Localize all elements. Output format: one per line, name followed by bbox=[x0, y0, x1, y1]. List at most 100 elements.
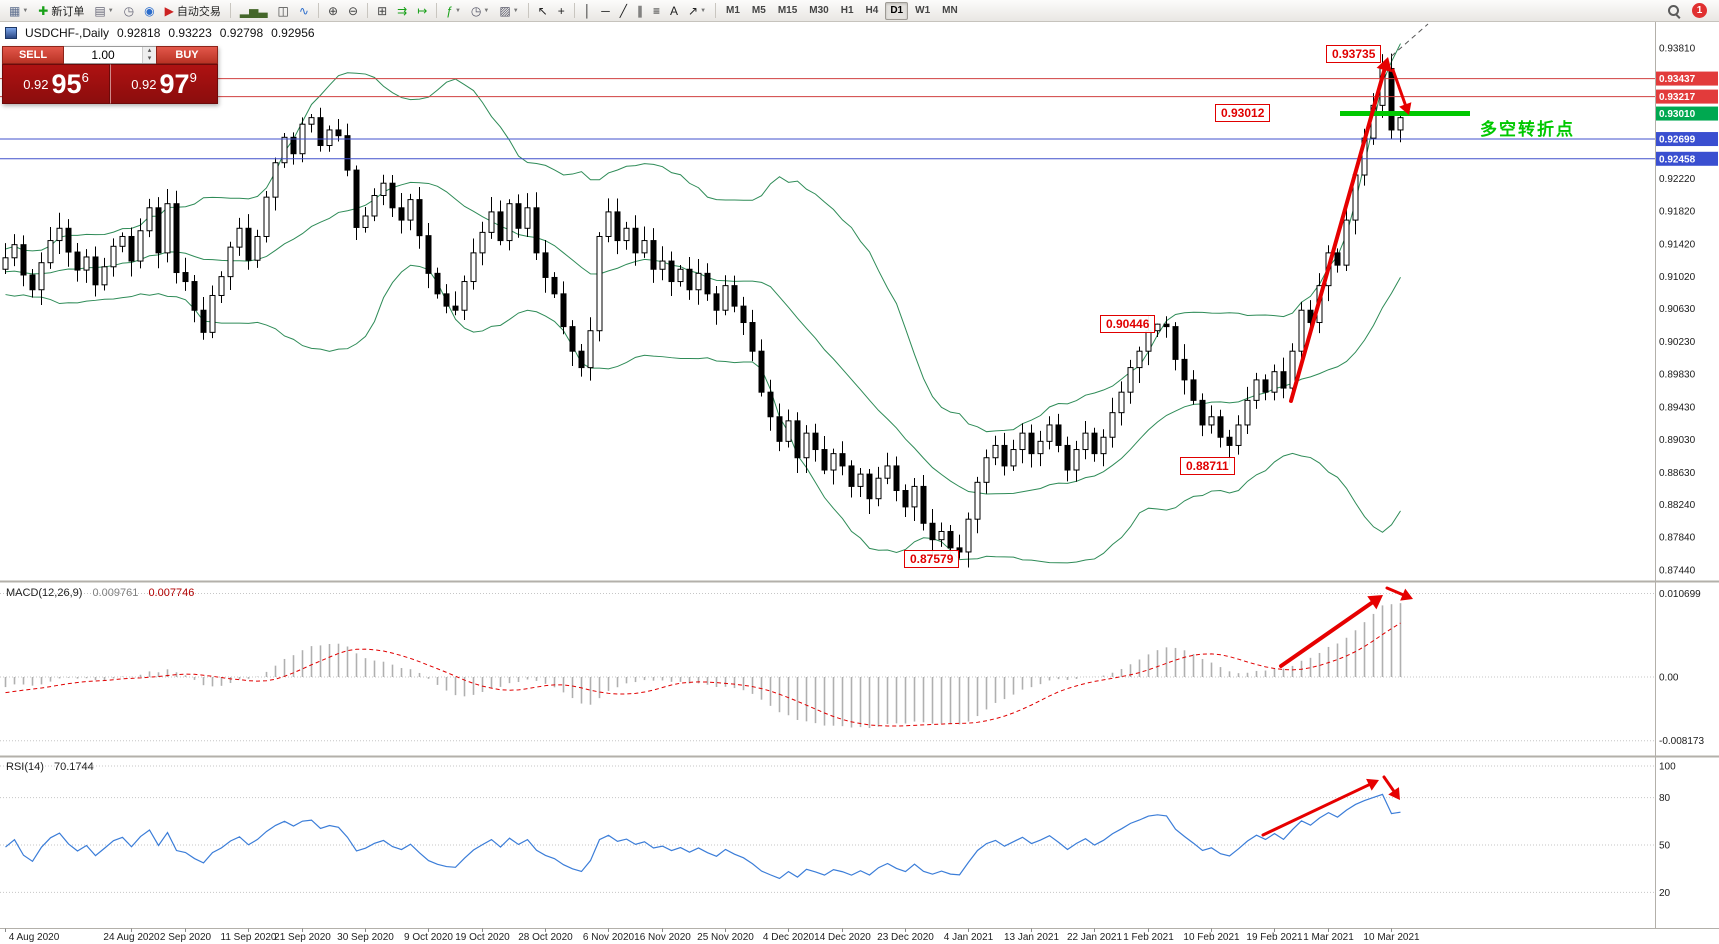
candle bbox=[515, 203, 522, 229]
price-annotation[interactable]: 0.88711 bbox=[1180, 456, 1235, 475]
lot-size-input[interactable] bbox=[64, 47, 142, 63]
chart-canvas[interactable]: 0.93810 0.92220 0.91820 0.91420 0.91020 0.906… bbox=[0, 22, 1719, 944]
date-axis-label: 11 Sep 2020 bbox=[221, 932, 277, 943]
crosshair-icon[interactable]: + bbox=[557, 3, 565, 18]
lot-spinner: ▴ ▾ bbox=[142, 47, 156, 63]
timeframe-m1[interactable]: M1 bbox=[726, 5, 740, 16]
price-annotation[interactable]: 0.90446 bbox=[1100, 314, 1156, 333]
timeframe-h1[interactable]: H1 bbox=[840, 5, 854, 16]
arrows-icon[interactable]: ↗ ▼ bbox=[688, 3, 707, 18]
candle bbox=[704, 272, 711, 295]
macd-name: MACD(12,26,9) bbox=[6, 587, 83, 599]
new-order-button[interactable]: ✚ 新订单 bbox=[38, 3, 85, 18]
candle bbox=[56, 227, 63, 242]
sell-price-display[interactable]: 0.92 95 6 bbox=[2, 64, 110, 104]
price-axis-label: 0.91820 bbox=[1659, 207, 1696, 218]
timeframe-w1[interactable]: W1 bbox=[915, 5, 931, 16]
horizontal-line-icon[interactable]: ─ bbox=[601, 3, 610, 18]
indicators-icon[interactable]: ƒ ▼ bbox=[446, 3, 461, 18]
candle bbox=[1154, 323, 1161, 332]
candle bbox=[767, 391, 774, 418]
fibonacci-icon[interactable]: ≡ bbox=[652, 3, 660, 18]
rsi-down-arrow[interactable] bbox=[1382, 775, 1400, 800]
candle bbox=[839, 453, 846, 467]
timeframe-m15[interactable]: M15 bbox=[777, 5, 798, 16]
chart-shift-icon[interactable]: ↦ bbox=[417, 3, 428, 18]
candle bbox=[1244, 399, 1251, 426]
candle bbox=[272, 162, 279, 198]
candle bbox=[686, 268, 693, 291]
rsi-axis-label: 80 bbox=[1659, 793, 1671, 804]
chart-profiles-icon[interactable]: ▤ ▼ bbox=[94, 3, 114, 18]
turning-point-label[interactable]: 多空转折点 bbox=[1480, 120, 1575, 139]
date-axis-label: 30 Sep 2020 bbox=[337, 932, 394, 943]
auto-trading-button[interactable]: ▶ 自动交易 bbox=[164, 3, 221, 18]
text-icon[interactable]: A bbox=[669, 3, 678, 18]
price-axis-label: 0.87440 bbox=[1659, 566, 1696, 577]
candle bbox=[722, 285, 729, 311]
price-badge-label: 0.93010 bbox=[1659, 109, 1696, 120]
buy-button[interactable]: BUY bbox=[156, 46, 218, 64]
date-axis-label: 21 Sep 2020 bbox=[274, 932, 331, 943]
toolbar-separator bbox=[715, 3, 717, 18]
macd-arrow[interactable] bbox=[1279, 595, 1383, 668]
candle bbox=[164, 203, 171, 254]
candle bbox=[668, 260, 675, 283]
search-icon[interactable] bbox=[1668, 4, 1680, 17]
line-chart-icon[interactable]: ∿ bbox=[298, 3, 309, 18]
sell-price-base: 0.92 bbox=[23, 76, 49, 92]
charts-menu-icon[interactable]: ▦ ▼ bbox=[9, 3, 29, 18]
candle bbox=[1136, 350, 1143, 369]
date-axis-label: 24 Aug 2020 bbox=[103, 932, 160, 943]
lot-increase-button[interactable]: ▴ bbox=[143, 47, 156, 55]
timeframe-d1[interactable]: D1 bbox=[885, 1, 909, 20]
candle bbox=[1262, 379, 1269, 393]
zoom-in-icon[interactable]: ⊕ bbox=[327, 3, 339, 18]
rsi-series bbox=[5, 793, 1401, 880]
periods-icon[interactable]: ◷ ▼ bbox=[470, 3, 490, 18]
cursor-icon[interactable]: ↖ bbox=[537, 3, 548, 18]
price-annotation[interactable]: 0.87579 bbox=[904, 549, 960, 568]
zoom-out-icon[interactable]: ⊖ bbox=[348, 3, 359, 18]
trend-arrow-main[interactable] bbox=[1289, 57, 1393, 403]
candle bbox=[1334, 252, 1341, 266]
candle bbox=[857, 473, 864, 487]
candle bbox=[128, 235, 135, 262]
alerts-icon[interactable]: ◷ bbox=[123, 3, 135, 18]
price-annotation[interactable]: 0.93735 bbox=[1326, 45, 1382, 64]
rsi-arrow[interactable] bbox=[1261, 778, 1379, 837]
pullback-arrow[interactable] bbox=[1391, 68, 1412, 115]
price-axis-label: 0.90630 bbox=[1659, 304, 1696, 315]
date-axis-label: 1 Feb 2021 bbox=[1123, 932, 1174, 943]
notification-badge[interactable]: 1 bbox=[1692, 3, 1707, 18]
candle bbox=[1109, 412, 1116, 438]
toolbar-separator bbox=[436, 3, 438, 18]
lot-decrease-button[interactable]: ▾ bbox=[143, 55, 156, 63]
buy-price-display[interactable]: 0.92 97 9 bbox=[110, 64, 218, 104]
date-axis-label: 16 Nov 2020 bbox=[634, 932, 691, 943]
macd-hook-arrow[interactable] bbox=[1385, 586, 1413, 601]
candle bbox=[866, 473, 873, 500]
candle bbox=[389, 182, 396, 209]
price-annotation[interactable]: 0.93012 bbox=[1215, 104, 1271, 123]
candle bbox=[695, 272, 702, 291]
timeframe-h4[interactable]: H4 bbox=[865, 5, 879, 16]
vertical-line-icon[interactable]: │ bbox=[583, 3, 592, 18]
timeframe-m5[interactable]: M5 bbox=[751, 5, 766, 16]
tile-windows-icon[interactable]: ⊞ bbox=[377, 3, 388, 18]
candle bbox=[623, 227, 630, 242]
auto-scroll-icon[interactable]: ⇉ bbox=[397, 3, 408, 18]
bar-chart-icon[interactable]: ▂▅▃ bbox=[239, 3, 268, 18]
timeframe-m30[interactable]: M30 bbox=[809, 5, 829, 16]
candle bbox=[1172, 326, 1179, 360]
channel-icon[interactable]: ∥ bbox=[636, 3, 643, 18]
candlestick-icon[interactable]: ◫ bbox=[277, 3, 289, 18]
templates-icon[interactable]: ▨ ▼ bbox=[499, 3, 519, 18]
community-icon[interactable]: ◉ bbox=[144, 3, 155, 18]
candle bbox=[713, 293, 720, 311]
sell-button[interactable]: SELL bbox=[2, 46, 64, 64]
trendline-icon[interactable]: ╱ bbox=[619, 3, 627, 18]
candle bbox=[1226, 436, 1233, 446]
candle bbox=[1235, 424, 1242, 446]
timeframe-mn[interactable]: MN bbox=[942, 5, 958, 16]
